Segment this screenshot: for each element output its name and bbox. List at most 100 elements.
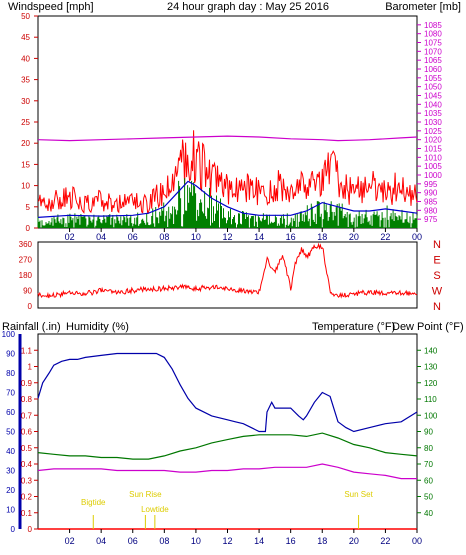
humidity-y-tick-label: 30 [6,467,15,476]
wind-x-tick-label: 08 [159,232,169,242]
wind-axes-layer: 0510152025303540455097598098599099510001… [21,12,442,242]
rain-y-tick-label: 0.8 [21,395,33,404]
barometer-y-tick-label: 1060 [424,65,442,74]
barometer-y-tick-label: 1085 [424,21,442,30]
wind-y-tick-label: 50 [21,12,30,21]
barometer-y-tick-label: 985 [424,198,438,207]
wind-speed-line [37,178,418,228]
temperature-y-tick-label: 70 [424,460,433,469]
barometer-y-tick-label: 1010 [424,153,442,162]
climate-x-tick-label: 00 [412,536,422,546]
compass-tick-label: W [432,286,443,298]
wind-x-tick-label: 20 [349,232,359,242]
wind-x-tick-label: 16 [286,232,296,242]
rain-axis-title: Rainfall (.in) [2,321,61,333]
barometer-axis-title: Barometer [mb] [385,1,461,13]
wind-x-tick-label: 00 [412,232,422,242]
event-marker-label: Sun Rise [129,490,162,499]
rain-y-tick-label: 0.2 [21,493,33,502]
climate-x-tick-label: 18 [317,536,327,546]
climate-x-tick-label: 14 [254,536,264,546]
climate-x-tick-label: 04 [96,536,106,546]
wind-y-tick-label: 20 [21,139,30,148]
direction-y-tick-label: 90 [23,287,32,296]
barometer-line [37,135,418,142]
compass-tick-label: N [433,301,441,313]
wind-y-tick-label: 15 [21,160,30,169]
wind-x-tick-label: 04 [96,232,106,242]
barometer-y-tick-label: 995 [424,180,438,189]
temperature-line [37,432,418,460]
wind-series-layer [37,130,418,228]
temperature-y-tick-label: 40 [424,509,433,518]
compass-tick-label: E [433,255,440,267]
humidity-y-tick-label: 100 [2,330,16,339]
barometer-y-tick-label: 1075 [424,39,442,48]
direction-series-layer [37,242,418,299]
barometer-y-tick-label: 1015 [424,145,442,154]
temperature-y-tick-label: 110 [424,395,437,404]
barometer-y-tick-label: 975 [424,215,438,224]
wind-average-line [37,180,418,218]
direction-y-tick-label: 270 [19,256,33,265]
wind-x-tick-label: 22 [380,232,390,242]
event-marker-label: Bigtide [81,498,106,507]
barometer-y-tick-label: 1070 [424,47,442,56]
wind-x-tick-label: 02 [65,232,75,242]
wind-direction-line [37,242,418,299]
temperature-y-tick-label: 60 [424,476,433,485]
compass-tick-label: N [433,239,441,251]
event-marker-label: Sun Set [344,490,373,499]
compass-tick-label: S [433,270,440,282]
barometer-y-tick-label: 1030 [424,118,442,127]
rain-y-tick-label: 0.1 [21,509,33,518]
direction-axes-layer: 0 N 90 W 180 S 270 E 360 N [19,239,443,313]
humidity-y-tick-label: 40 [6,447,15,456]
humidity-y-tick-label: 90 [6,350,15,359]
humidity-y-tick-label: 0 [11,525,16,534]
humidity-line [37,352,418,433]
barometer-y-tick-label: 1040 [424,100,442,109]
wind-x-tick-label: 18 [317,232,327,242]
humidity-y-tick-label: 10 [6,506,15,515]
wind-axis-title: Windspeed [mph] [8,1,94,13]
direction-y-tick-label: 360 [19,240,33,249]
temperature-y-tick-label: 90 [424,428,433,437]
rain-y-tick-label: 0 [28,525,33,534]
humidity-y-tick-label: 60 [6,408,15,417]
direction-y-tick-label: 0 [28,302,33,311]
temperature-axis-title: Temperature (°F) [312,321,395,333]
barometer-y-tick-label: 1055 [424,74,442,83]
barometer-y-tick-label: 1065 [424,56,442,65]
wind-y-tick-label: 25 [21,118,30,127]
dewpoint-axis-title: Dew Point (°F) [392,321,464,333]
temperature-y-tick-label: 50 [424,493,433,502]
temperature-y-tick-label: 80 [424,444,433,453]
wind-x-tick-label: 10 [191,232,201,242]
rain-y-tick-label: 0.6 [21,428,33,437]
climate-x-tick-label: 22 [380,536,390,546]
humidity-y-tick-label: 70 [6,389,15,398]
wind-y-tick-label: 30 [21,97,30,106]
barometer-y-tick-label: 1045 [424,92,442,101]
barometer-y-tick-label: 1035 [424,109,442,118]
climate-x-tick-label: 20 [349,536,359,546]
temperature-y-tick-label: 100 [424,411,438,420]
barometer-y-tick-label: 1025 [424,127,442,136]
rain-y-tick-label: 1.1 [21,346,33,355]
barometer-y-tick-label: 1005 [424,162,442,171]
temperature-y-tick-label: 130 [424,363,438,372]
rain-y-tick-label: 0.5 [21,444,33,453]
wind-y-tick-label: 35 [21,76,30,85]
wind-gust-line [37,130,418,215]
climate-axes-layer: 0 0.1 0.2 0.3 0.4 0.5 0.6 0.7 0.8 0.9 1 1.1 0 10 20 30 4… [2,330,438,546]
humidity-axis-title: Humidity (%) [66,321,129,333]
wind-x-tick-label: 14 [254,232,264,242]
wind-y-tick-label: 45 [21,33,30,42]
barometer-y-tick-label: 1020 [424,136,442,145]
direction-panel-frame [37,241,418,309]
direction-y-tick-label: 180 [19,271,33,280]
barometer-y-tick-label: 1050 [424,83,442,92]
wind-y-tick-label: 0 [26,224,31,233]
